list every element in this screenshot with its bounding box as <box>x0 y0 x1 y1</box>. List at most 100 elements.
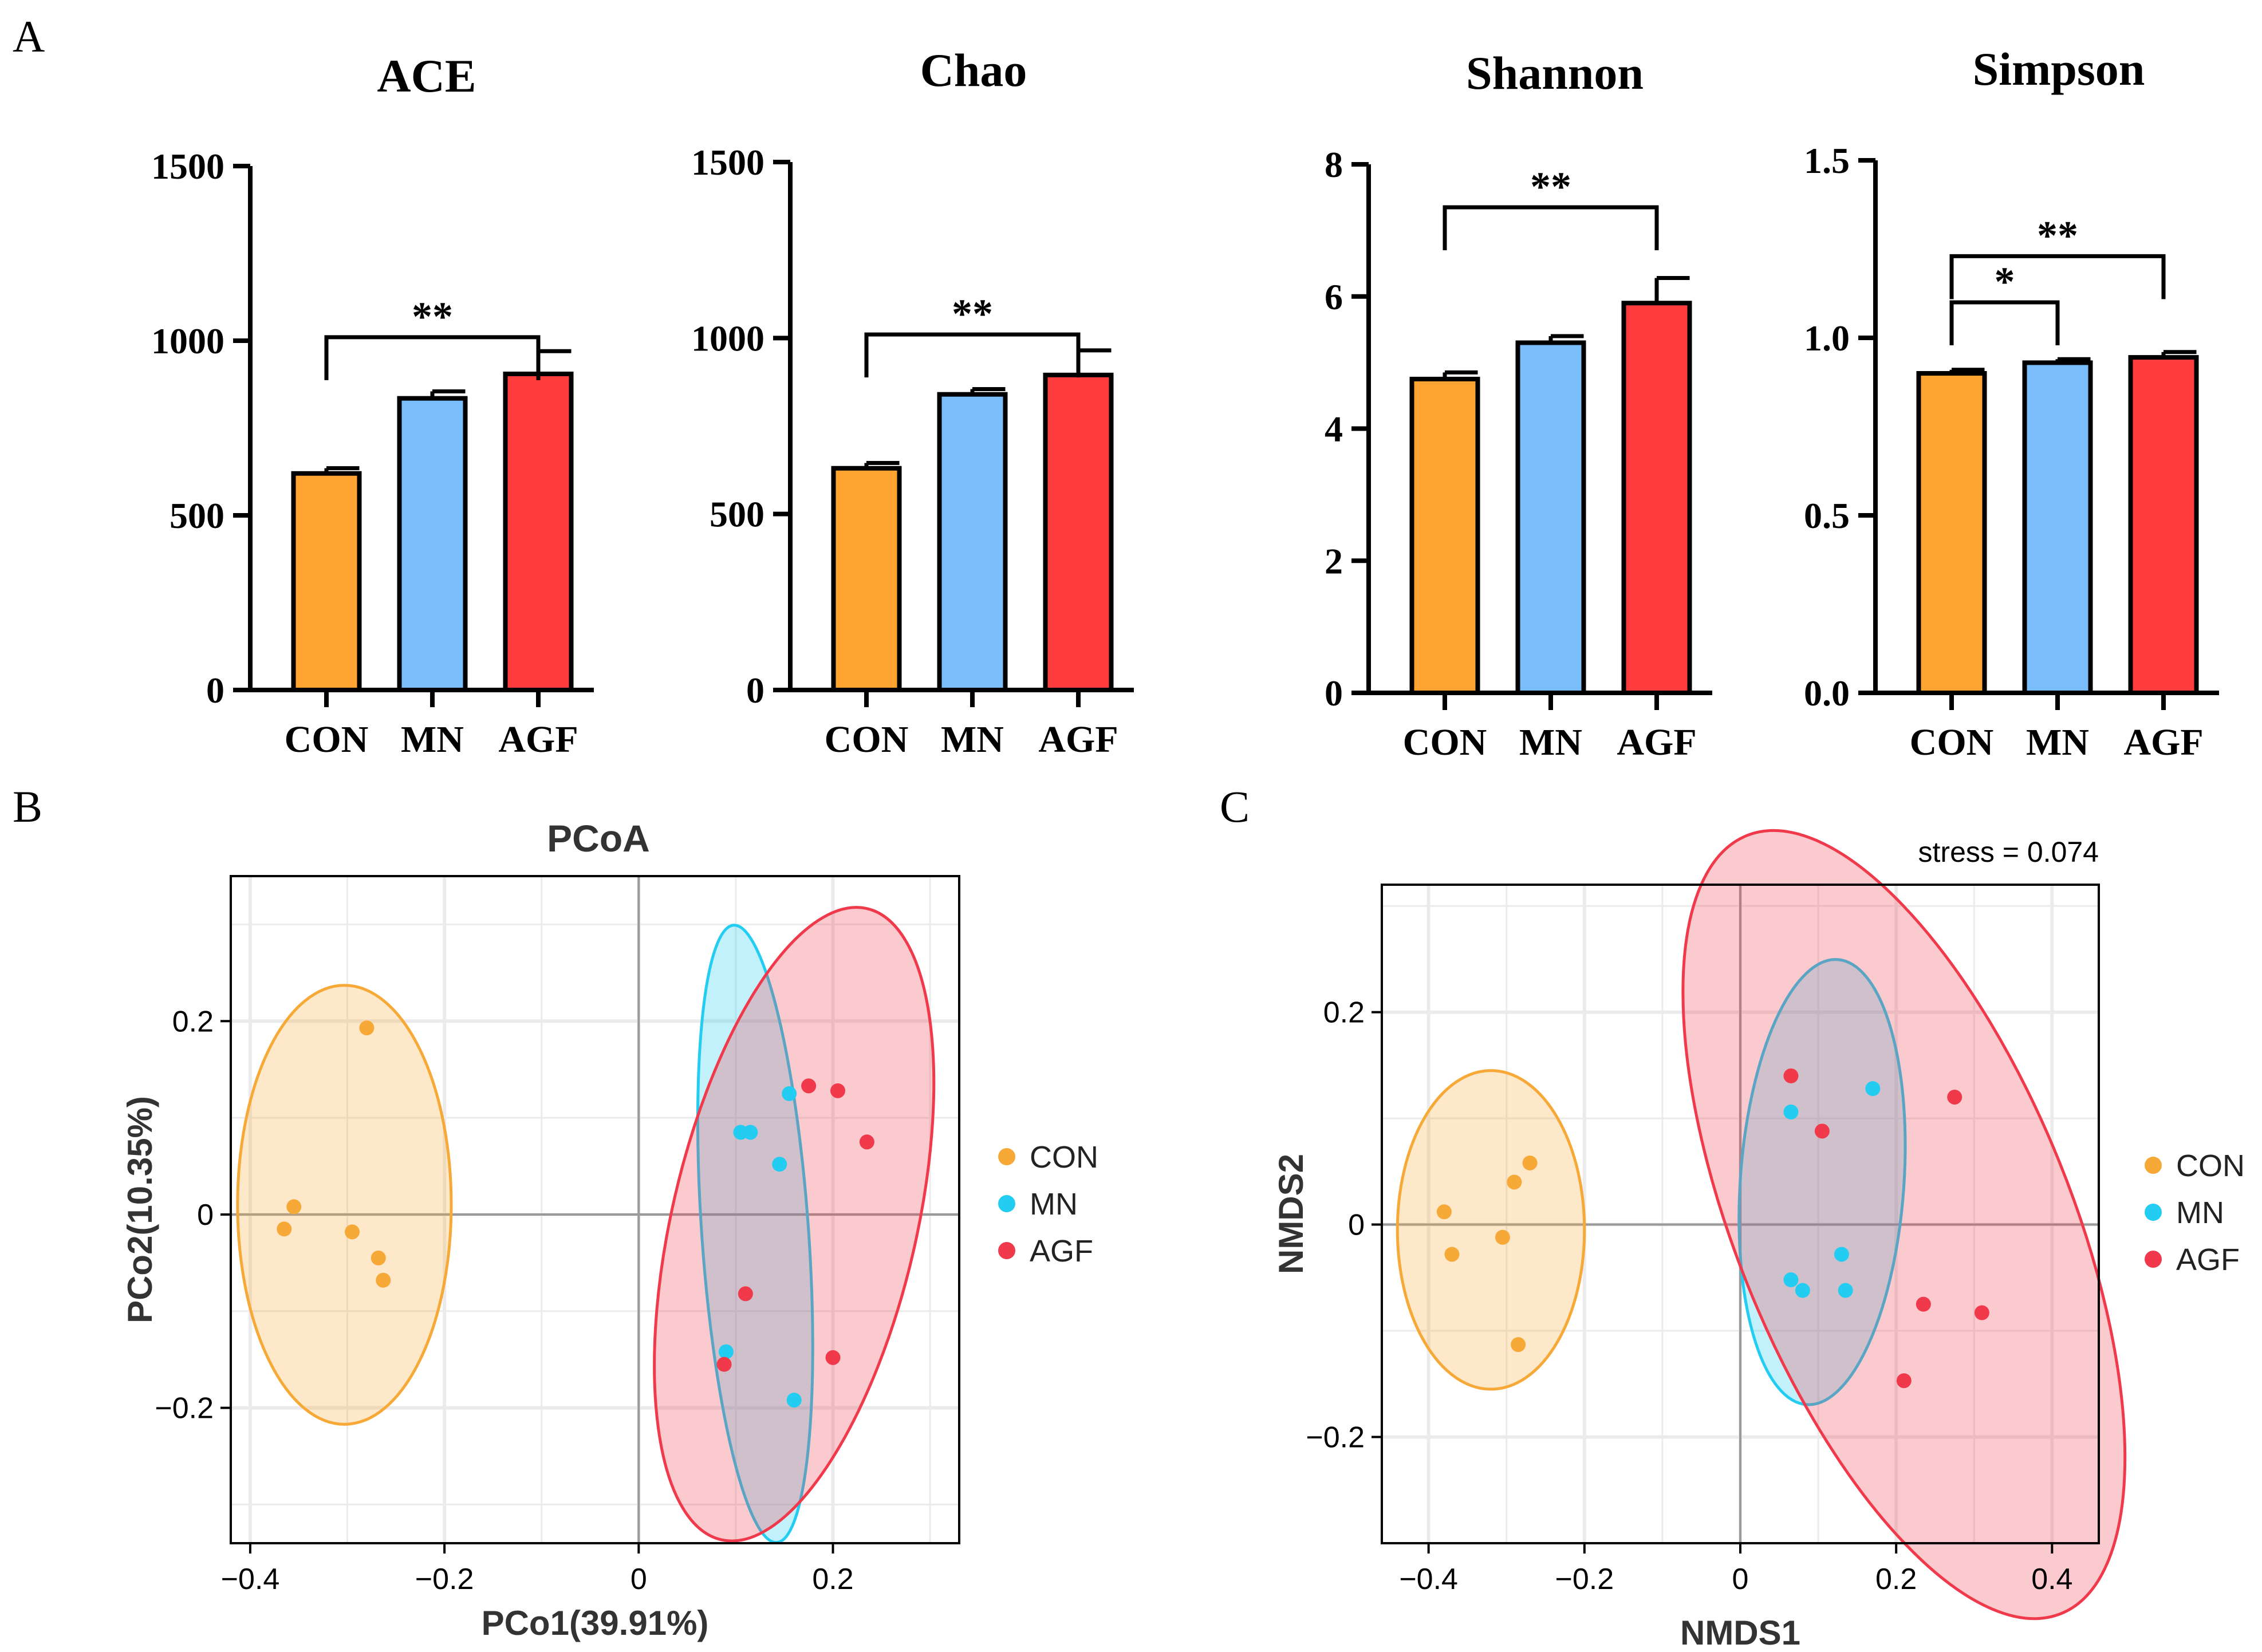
data-point-mn <box>772 1157 787 1172</box>
bar-con <box>831 466 902 692</box>
bar-mn <box>2022 360 2093 695</box>
data-point-agf <box>830 1083 845 1098</box>
legend-marker-agf <box>998 1242 1015 1259</box>
bar-agf <box>503 371 574 692</box>
y-tick-label: 2 <box>1325 541 1343 581</box>
bar-chart-ace: ACE 0 500 1000 1500 CON MN AGF ** <box>151 50 594 760</box>
bar-agf <box>1043 372 1114 692</box>
y-tick-label: 0.5 <box>1804 495 1850 536</box>
y-tick-label: −0.2 <box>155 1392 214 1425</box>
x-tick-label: CON <box>1910 721 1994 763</box>
x-tick-label: MN <box>941 719 1004 760</box>
y-tick-label: 0 <box>206 670 224 711</box>
data-point-agf <box>1814 1123 1830 1139</box>
bar-mn <box>397 396 468 693</box>
bar-chart-chao: Chao 0 500 1000 1500 CON MN AGF ** <box>691 44 1134 760</box>
x-axis-title: PCo1(39.91%) <box>482 1604 709 1642</box>
data-point-con <box>1495 1229 1510 1245</box>
significance-bracket <box>1949 300 2060 345</box>
bar-agf <box>2128 355 2199 695</box>
y-tick-label: 1500 <box>691 142 764 183</box>
y-tick-label: 0.2 <box>172 1005 214 1038</box>
significance-bracket <box>1443 205 1659 250</box>
y-tick-label: 0 <box>746 670 764 711</box>
y-tick-label: −0.2 <box>1306 1421 1365 1454</box>
y-tick-label: 1500 <box>151 146 224 187</box>
x-tick-label: −0.4 <box>221 1563 280 1596</box>
y-axis-title: NMDS2 <box>1272 1154 1310 1274</box>
y-tick-label: 0.2 <box>1323 996 1365 1030</box>
x-tick-label: −0.2 <box>415 1563 474 1596</box>
significance-label: ** <box>1530 164 1571 210</box>
x-tick-label: CON <box>825 719 909 760</box>
x-tick-label: MN <box>2026 721 2089 763</box>
x-tick-label: 0.4 <box>2031 1563 2072 1596</box>
data-point-agf <box>1974 1305 1989 1320</box>
x-tick-label: 0 <box>630 1563 647 1596</box>
y-tick-label: 500 <box>170 495 224 536</box>
panel-label-b: B <box>13 782 42 831</box>
legend-marker-mn <box>2145 1204 2162 1221</box>
legend-label-agf: AGF <box>1030 1234 1093 1268</box>
data-point-agf <box>1947 1089 1962 1105</box>
y-tick-label: 0 <box>1348 1209 1365 1242</box>
x-tick-label: AGF <box>1617 721 1696 763</box>
data-point-agf <box>801 1078 817 1094</box>
significance-bracket <box>324 335 541 380</box>
legend-marker-mn <box>998 1195 1015 1212</box>
data-point-mn <box>1783 1104 1799 1119</box>
legend-label-mn: MN <box>2176 1196 2224 1230</box>
y-tick-label: 8 <box>1325 144 1343 185</box>
x-tick-label: 0.2 <box>812 1563 853 1596</box>
legend-marker-con <box>998 1148 1015 1165</box>
x-tick-label: −0.2 <box>1555 1563 1614 1596</box>
confidence-ellipse-mn <box>1737 958 1907 1406</box>
data-point-agf <box>1916 1296 1931 1312</box>
data-point-agf <box>1783 1068 1799 1083</box>
x-tick-label: CON <box>1403 721 1487 763</box>
data-point-con <box>1436 1204 1452 1220</box>
plot-border <box>230 875 960 1544</box>
y-tick-label: 6 <box>1325 277 1343 317</box>
y-tick-label: 0 <box>1325 673 1343 713</box>
data-point-agf <box>716 1357 732 1372</box>
data-point-mn <box>1865 1081 1881 1097</box>
pcoa-plot: −0.4 −0.2 0 0.2 −0.2 0 0.2 PCo1(39.91%) PCo2(10.… <box>121 817 1098 1642</box>
x-tick-label: AGF <box>498 719 578 760</box>
bar-mn <box>1515 340 1586 695</box>
data-point-agf <box>738 1286 753 1302</box>
data-point-con <box>376 1272 391 1288</box>
data-point-con <box>371 1250 386 1265</box>
legend-label-con: CON <box>2176 1149 2245 1183</box>
shannon-title: Shannon <box>1466 47 1644 99</box>
x-tick-label: 0 <box>1732 1563 1749 1596</box>
data-point-mn <box>1834 1247 1849 1262</box>
significance-bracket <box>864 332 1081 378</box>
data-point-con <box>359 1020 375 1036</box>
data-point-agf <box>1896 1373 1912 1389</box>
data-point-mn <box>786 1393 802 1408</box>
legend-marker-con <box>2145 1157 2162 1174</box>
data-point-agf <box>859 1134 874 1150</box>
data-point-mn <box>718 1344 734 1359</box>
data-point-con <box>286 1199 302 1215</box>
x-tick-label: MN <box>1519 721 1582 763</box>
x-tick-label: CON <box>285 719 369 760</box>
simpson-title: Simpson <box>1973 43 2145 95</box>
confidence-ellipse-con <box>236 984 453 1426</box>
data-point-agf <box>825 1350 841 1365</box>
nmds-plot: −0.4 −0.2 0 0.2 0.4 −0.2 0 0.2 NMDS1 NMDS2 stress … <box>1272 829 2245 1652</box>
legend-label-con: CON <box>1030 1140 1098 1174</box>
plot-title: PCoA <box>547 817 650 859</box>
y-tick-label: 4 <box>1325 409 1343 450</box>
data-point-mn <box>1783 1272 1799 1287</box>
stress-annotation: stress = 0.074 <box>1918 836 2099 868</box>
data-point-con <box>277 1221 292 1237</box>
data-point-mn <box>1795 1283 1810 1298</box>
bar-con <box>1409 376 1480 695</box>
confidence-ellipse-agf <box>1681 829 2127 1621</box>
chao-title: Chao <box>920 44 1027 96</box>
x-axis-title: NMDS1 <box>1680 1614 1800 1652</box>
bar-mn <box>937 392 1008 692</box>
